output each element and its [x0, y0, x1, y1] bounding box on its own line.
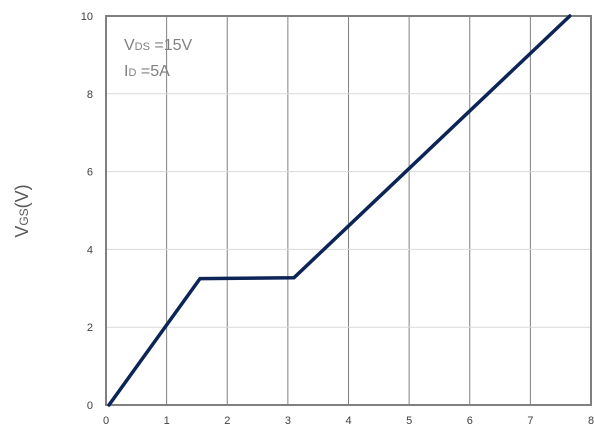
plot-frame: [105, 15, 592, 406]
annotation-vds-main: V: [124, 37, 135, 54]
y-axis-title-subscript: GS: [17, 208, 31, 225]
x-tick-label: 2: [224, 415, 230, 427]
annotation-id-subscript: D: [128, 67, 136, 79]
annotation-vds-subscript: DS: [135, 41, 150, 53]
x-tick-label: 6: [467, 415, 473, 427]
x-tick-labels: 0 1 2 3 4 5 6 7 8: [103, 415, 594, 427]
x-tick-label: 4: [345, 415, 351, 427]
x-tick-label: 5: [406, 415, 412, 427]
y-tick-label: 0: [87, 400, 93, 412]
vertical-gridlines: [166, 16, 531, 405]
horizontal-gridlines: [106, 93, 591, 328]
annotation-id: ID =5A: [124, 63, 170, 80]
y-tick-label: 6: [87, 167, 93, 179]
annotation-vds: VDS =15V: [124, 37, 193, 54]
x-tick-label: 0: [103, 415, 109, 427]
y-tick-labels: 0 2 4 6 8 10: [81, 11, 93, 412]
y-tick-label: 8: [87, 89, 93, 101]
annotation-vds-value: =15V: [150, 37, 193, 54]
annotation-id-main: I: [124, 63, 128, 80]
y-tick-label: 10: [81, 11, 93, 23]
x-tick-label: 3: [285, 415, 291, 427]
y-axis-title-unit: (V): [12, 184, 32, 208]
x-tick-label: 1: [164, 415, 170, 427]
vgs-series-line: [107, 14, 572, 407]
y-axis-title: VGS(V): [12, 184, 32, 237]
series-layer: [107, 14, 572, 407]
annotation-id-value: =5A: [136, 63, 170, 80]
y-tick-label: 2: [87, 322, 93, 334]
x-tick-label: 8: [588, 415, 594, 427]
x-tick-label: 7: [527, 415, 533, 427]
y-axis-title-main: V: [12, 226, 32, 238]
y-tick-label: 4: [87, 244, 93, 256]
